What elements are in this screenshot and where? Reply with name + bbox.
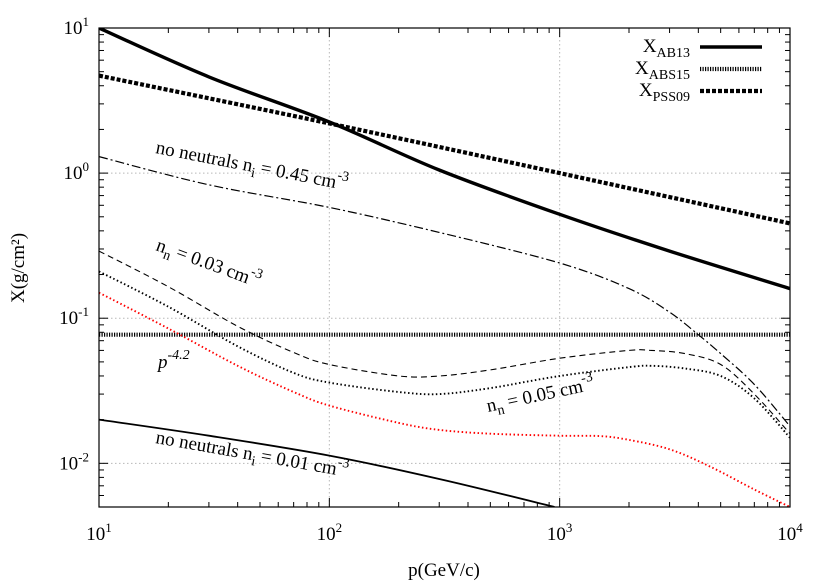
series-no-neutrals-045: [99, 156, 790, 427]
x-tick-label: 102: [317, 520, 343, 545]
series-p-4-2: [99, 291, 790, 507]
plot-frame: [98, 27, 791, 508]
x-tick-label: 104: [777, 520, 803, 545]
legend-label: XABS15: [635, 58, 690, 83]
legend-label: XPSS09: [639, 80, 690, 105]
annotation-nn-005: nn = 0.05 cm-3: [484, 370, 597, 421]
y-tick-label: 101: [64, 14, 90, 39]
axis-ticks: 101 102 103 104 10-2 10-1 100 101: [59, 14, 803, 545]
series-xpss09: [99, 73, 790, 226]
annotation-nn-003: nn = 0.03 cm-3: [152, 231, 265, 296]
legend-entry-xabs15: XABS15: [635, 58, 762, 83]
y-tick-label: 100: [64, 159, 90, 184]
x-axis-label: p(GeV/c): [408, 560, 480, 581]
y-tick-label: 10-2: [59, 449, 89, 474]
y-axis-label: X(g/cm²): [8, 233, 29, 303]
x-tick-label: 101: [86, 520, 112, 545]
annotation-no-neutrals-045: no neutrals ni = 0.45 cm-3: [153, 133, 350, 199]
y-tick-label: 10-1: [59, 304, 89, 329]
series-xab13: [99, 28, 790, 291]
series-nn-005: [99, 270, 790, 439]
series-group: [99, 28, 790, 507]
x-tick-label: 103: [547, 520, 573, 545]
legend-entry-xpss09: XPSS09: [639, 80, 762, 105]
annotations: no neutrals ni = 0.45 cm-3 nn = 0.03 cm-3…: [152, 133, 597, 480]
series-nn-003: [99, 250, 790, 435]
annotation-p-4-2: p-4.2: [156, 348, 190, 373]
legend-label: XAB13: [643, 36, 690, 61]
series-no-neutrals-001: [99, 418, 555, 507]
legend-entry-xab13: XAB13: [643, 36, 762, 61]
